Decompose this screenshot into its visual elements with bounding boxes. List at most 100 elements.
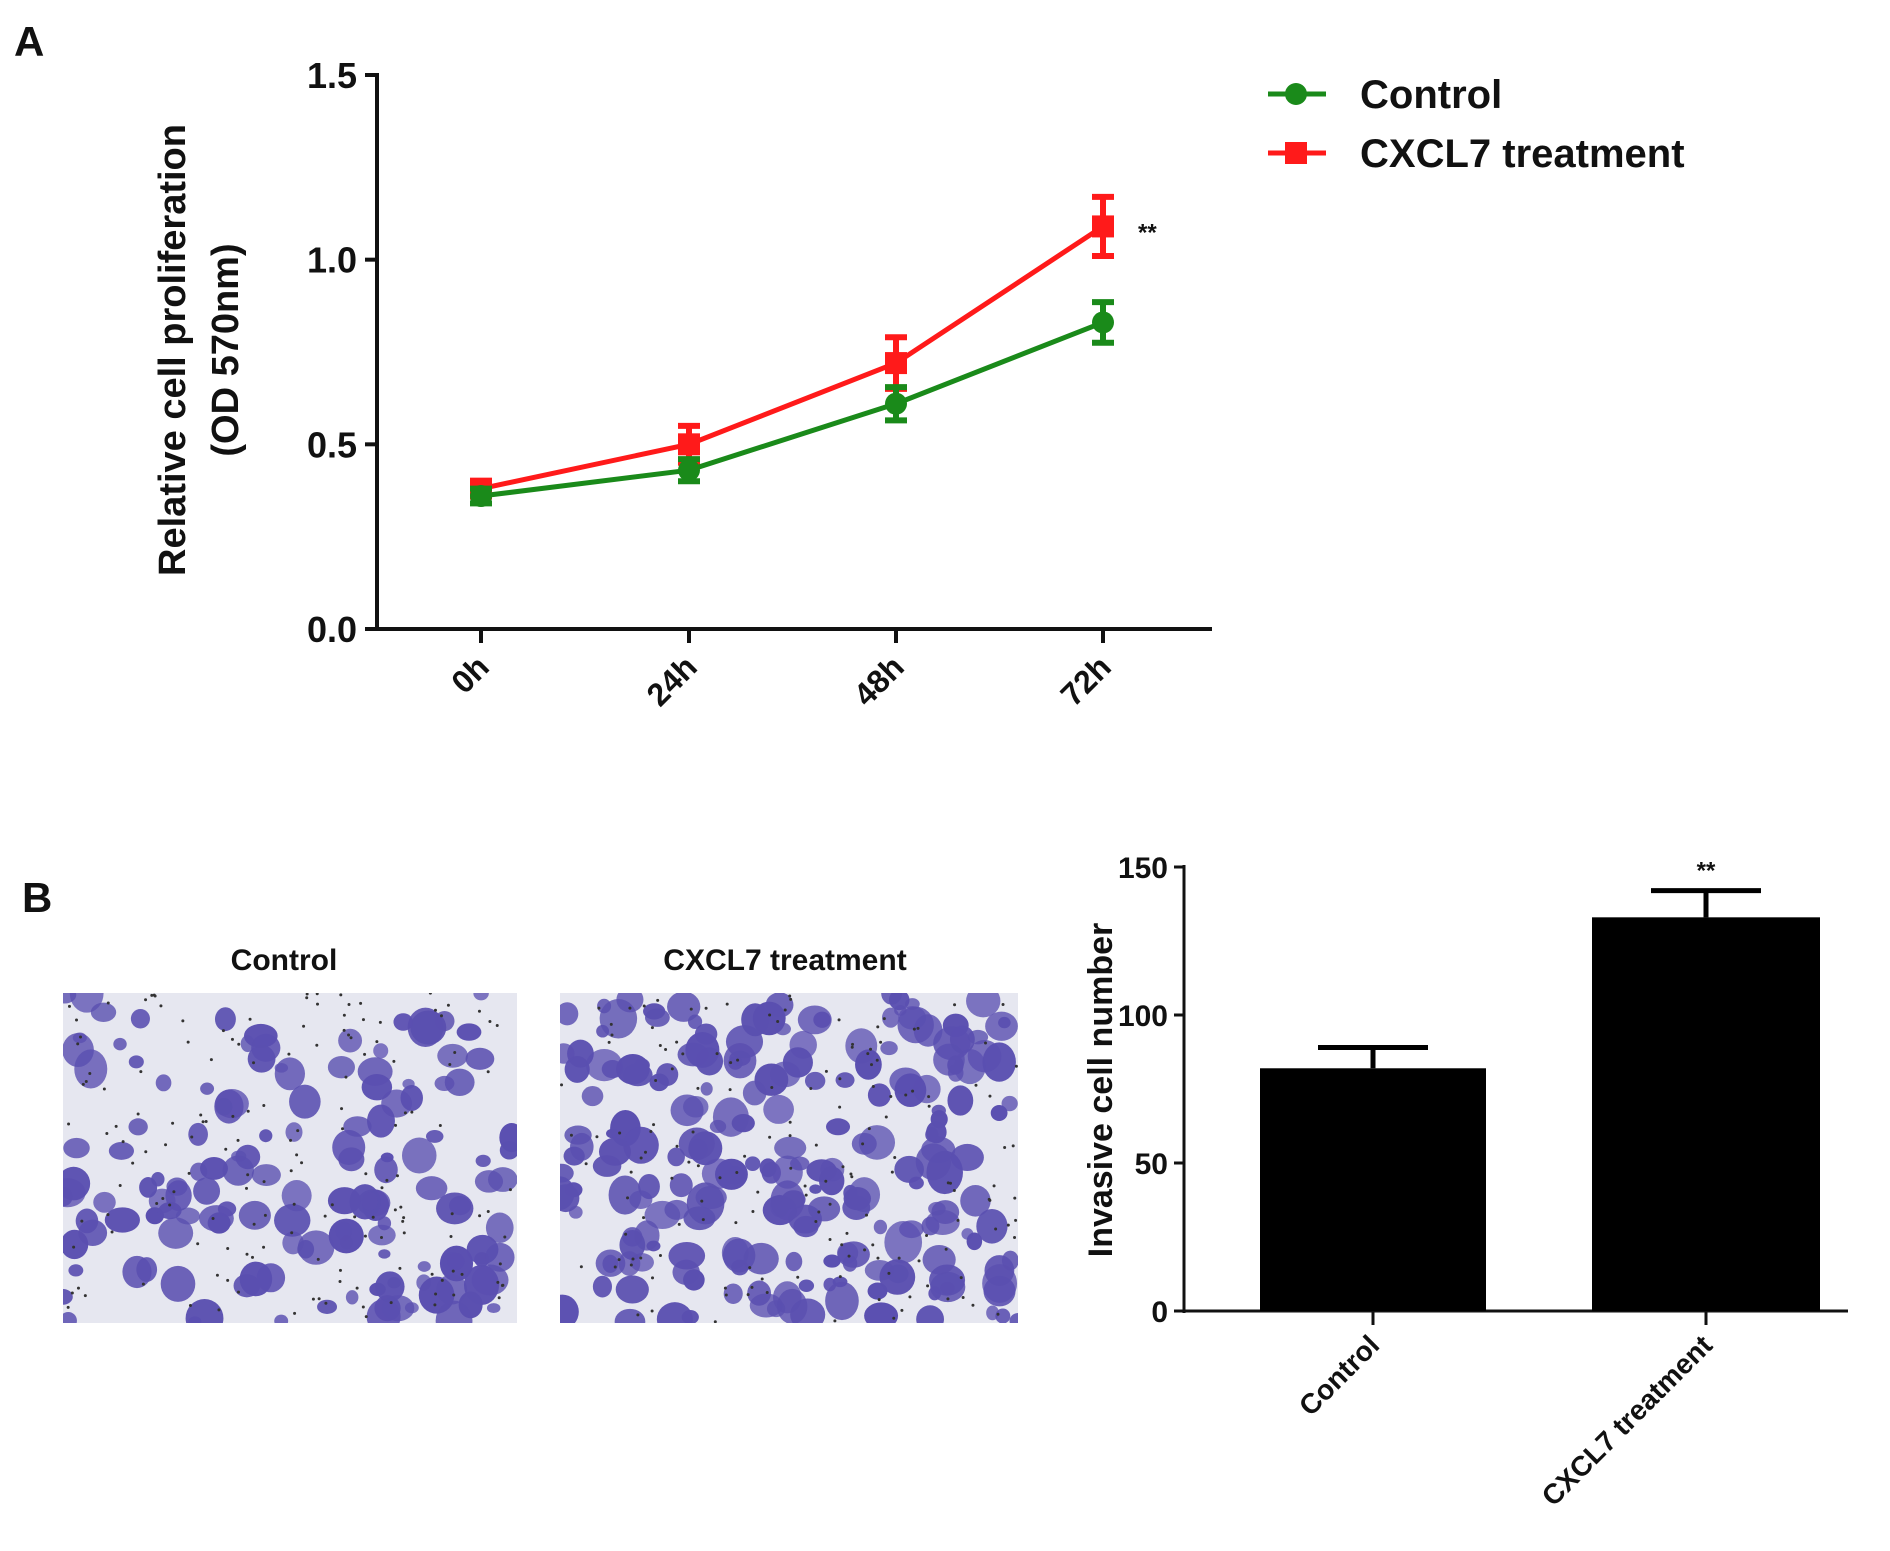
pore bbox=[324, 1301, 328, 1305]
data-point bbox=[1092, 311, 1114, 334]
cell bbox=[401, 1137, 437, 1174]
pore bbox=[363, 1052, 367, 1056]
cell bbox=[215, 1097, 233, 1116]
pore bbox=[847, 1254, 851, 1258]
pore bbox=[342, 1028, 346, 1032]
cell bbox=[683, 1269, 705, 1291]
cell bbox=[425, 1130, 444, 1143]
pore bbox=[289, 1138, 293, 1142]
pore bbox=[724, 1293, 728, 1297]
cell bbox=[345, 1290, 359, 1305]
cell bbox=[731, 1113, 755, 1133]
pore bbox=[262, 1103, 266, 1107]
pore bbox=[828, 1202, 832, 1206]
pore bbox=[992, 1184, 996, 1188]
pore bbox=[410, 1110, 414, 1114]
cell bbox=[560, 1294, 579, 1323]
pore bbox=[155, 1201, 159, 1205]
pore bbox=[700, 1199, 704, 1203]
cell bbox=[259, 1129, 273, 1143]
pore bbox=[361, 1018, 365, 1022]
data-point bbox=[885, 392, 907, 415]
micrograph-content bbox=[560, 993, 1018, 1323]
pore bbox=[664, 1048, 668, 1052]
y-tick-label: 0.5 bbox=[307, 424, 357, 465]
pore bbox=[355, 1286, 359, 1290]
cell bbox=[685, 1032, 720, 1068]
cell bbox=[560, 1043, 575, 1064]
pore bbox=[323, 1214, 327, 1218]
cell bbox=[743, 1242, 779, 1275]
cell bbox=[826, 1118, 851, 1136]
cell bbox=[499, 1141, 517, 1160]
y-tick-label: 1.5 bbox=[307, 55, 357, 96]
cell bbox=[763, 1094, 794, 1124]
pore bbox=[347, 1033, 351, 1037]
pore bbox=[187, 1171, 191, 1175]
pore bbox=[750, 1285, 754, 1289]
cell bbox=[644, 1200, 681, 1230]
cell bbox=[378, 1249, 391, 1259]
cell bbox=[1009, 1313, 1018, 1323]
data-point bbox=[1092, 215, 1114, 238]
pore bbox=[79, 1035, 83, 1039]
cell bbox=[818, 1166, 845, 1196]
pore bbox=[865, 1213, 869, 1217]
pore bbox=[871, 1243, 875, 1247]
pore bbox=[768, 1135, 772, 1139]
cell bbox=[104, 1207, 140, 1233]
pore bbox=[875, 1058, 879, 1062]
pore bbox=[751, 1210, 755, 1214]
cell bbox=[485, 1242, 515, 1272]
pore bbox=[80, 1219, 84, 1223]
pore bbox=[803, 1184, 807, 1188]
pore bbox=[364, 1172, 368, 1176]
pore bbox=[236, 1138, 240, 1142]
pore bbox=[817, 1210, 821, 1214]
pore bbox=[385, 1178, 389, 1182]
pore bbox=[610, 1033, 614, 1037]
pore bbox=[861, 1142, 865, 1146]
cell bbox=[894, 1155, 924, 1183]
cell bbox=[804, 1071, 826, 1090]
pore bbox=[833, 1319, 837, 1323]
cell bbox=[967, 1040, 1002, 1073]
pore bbox=[850, 1045, 854, 1049]
pore bbox=[508, 1188, 512, 1192]
pore bbox=[776, 1020, 780, 1024]
pore bbox=[66, 1305, 70, 1309]
pore bbox=[629, 1263, 633, 1267]
pore bbox=[248, 1017, 252, 1021]
pore bbox=[84, 1080, 88, 1084]
cell bbox=[297, 1239, 315, 1259]
cell bbox=[368, 1224, 396, 1246]
cell bbox=[327, 1056, 355, 1079]
pore bbox=[245, 1252, 249, 1256]
pore bbox=[687, 1160, 691, 1164]
cell bbox=[148, 1188, 176, 1214]
pore bbox=[887, 1271, 891, 1275]
cell bbox=[774, 1136, 807, 1160]
legend-label: Control bbox=[1360, 73, 1502, 117]
cell bbox=[899, 1220, 924, 1239]
pore bbox=[814, 1219, 818, 1223]
cell bbox=[667, 993, 701, 1022]
pore bbox=[453, 1050, 457, 1054]
cell bbox=[130, 1008, 150, 1029]
cell bbox=[564, 1125, 592, 1145]
pore bbox=[338, 1279, 342, 1283]
pore bbox=[488, 1020, 492, 1024]
pore bbox=[139, 1070, 143, 1074]
cell bbox=[793, 1215, 819, 1238]
cell bbox=[188, 1316, 202, 1323]
cell bbox=[695, 1185, 727, 1209]
pore bbox=[181, 1019, 185, 1023]
cell bbox=[608, 1175, 642, 1215]
pore bbox=[607, 1040, 611, 1044]
panel-label-a: A bbox=[14, 18, 44, 65]
cell bbox=[366, 1299, 401, 1323]
cell bbox=[78, 1219, 108, 1246]
pore bbox=[477, 1009, 481, 1013]
pore bbox=[161, 1197, 165, 1201]
